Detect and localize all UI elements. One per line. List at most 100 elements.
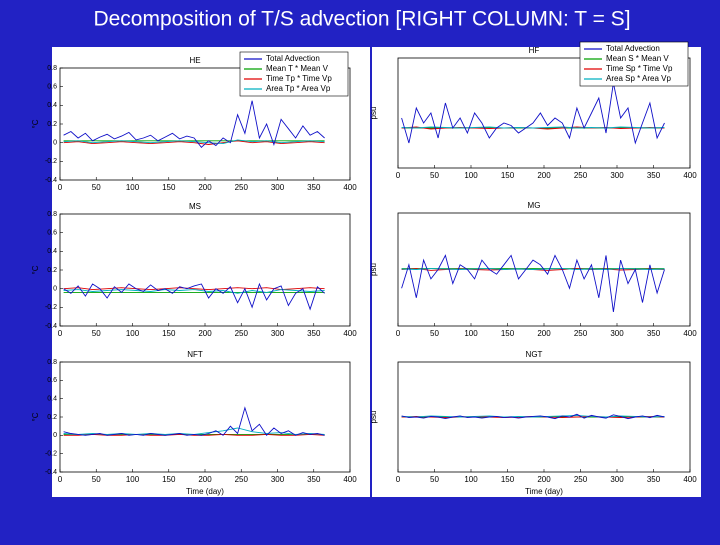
x-tick-label: 0 — [396, 329, 401, 338]
y-tick-label: -0.4 — [45, 323, 57, 330]
series-line — [63, 289, 325, 294]
x-tick-label: 350 — [647, 171, 661, 180]
legend-label: Area Tp * Area Vp — [266, 84, 331, 93]
x-tick-label: 200 — [198, 329, 212, 338]
x-tick-label: 300 — [610, 329, 624, 338]
x-tick-label: 400 — [343, 475, 357, 484]
y-tick-label: 0.4 — [47, 102, 57, 109]
x-tick-label: 300 — [610, 475, 624, 484]
y-axis-label: °C — [31, 265, 40, 274]
series-line — [401, 126, 665, 129]
x-tick-label: 200 — [537, 171, 551, 180]
x-tick-label: 150 — [162, 475, 176, 484]
y-axis-label: °C — [31, 412, 40, 421]
y-tick-label: 0.8 — [47, 359, 57, 366]
y-tick-label: -0.4 — [45, 177, 57, 184]
x-tick-label: 400 — [683, 329, 697, 338]
x-tick-label: 0 — [58, 475, 63, 484]
legend-label: Total Advection — [606, 44, 660, 53]
legend-label: Mean T * Mean V — [266, 64, 329, 73]
chart-title: MS — [189, 202, 201, 211]
x-tick-label: 350 — [307, 329, 321, 338]
y-tick-label: 0.6 — [47, 84, 57, 91]
x-tick-label: 300 — [271, 183, 285, 192]
x-tick-label: 100 — [464, 171, 478, 180]
x-tick-label: 250 — [235, 183, 249, 192]
x-tick-label: 50 — [430, 475, 439, 484]
x-tick-label: 400 — [343, 183, 357, 192]
y-axis-label: °C — [31, 119, 40, 128]
x-tick-label: 200 — [537, 329, 551, 338]
series-line — [401, 413, 665, 420]
x-tick-label: 0 — [396, 171, 401, 180]
x-tick-label: 400 — [683, 475, 697, 484]
y-tick-label: -0.4 — [45, 469, 57, 476]
legend-label: Time Sp * Time Vp — [606, 64, 673, 73]
x-tick-label: 250 — [235, 329, 249, 338]
y-tick-label: 0 — [53, 432, 57, 439]
series-line — [401, 254, 665, 312]
x-tick-label: 350 — [307, 475, 321, 484]
x-tick-label: 50 — [92, 475, 101, 484]
x-tick-label: 50 — [92, 183, 101, 192]
chart-title: NGT — [526, 350, 543, 359]
y-tick-label: 0.6 — [47, 230, 57, 237]
series-line — [63, 139, 325, 145]
x-tick-label: 400 — [683, 171, 697, 180]
legend-label: Total Advection — [266, 54, 320, 63]
y-tick-label: 0 — [53, 286, 57, 293]
x-tick-label: 200 — [198, 475, 212, 484]
series-line — [401, 268, 665, 270]
x-tick-label: 150 — [501, 329, 515, 338]
series-line — [401, 82, 665, 145]
y-tick-label: -0.2 — [45, 304, 57, 311]
x-tick-label: 100 — [126, 183, 140, 192]
x-tick-label: 50 — [92, 329, 101, 338]
y-tick-label: 0.8 — [47, 211, 57, 218]
chart-title: NFT — [187, 350, 203, 359]
x-tick-label: 400 — [343, 329, 357, 338]
y-tick-label: 0 — [53, 140, 57, 147]
x-axis-label: Time (day) — [186, 487, 224, 496]
right-panel — [372, 47, 701, 497]
y-axis-label: psu — [369, 411, 378, 424]
x-tick-label: 0 — [58, 183, 63, 192]
x-axis-label: Time (day) — [525, 487, 563, 496]
series-line — [401, 414, 665, 418]
y-tick-label: -0.2 — [45, 158, 57, 165]
series-line — [63, 282, 325, 311]
x-tick-label: 200 — [537, 475, 551, 484]
x-tick-label: 150 — [501, 475, 515, 484]
x-tick-label: 150 — [162, 183, 176, 192]
legend-label: Area Sp * Area Vp — [606, 74, 671, 83]
x-tick-label: 250 — [574, 329, 588, 338]
y-tick-label: 0.2 — [47, 267, 57, 274]
x-tick-label: 350 — [307, 183, 321, 192]
chart-title: HF — [529, 46, 540, 55]
x-tick-label: 250 — [574, 475, 588, 484]
legend-label: Mean S * Mean V — [606, 54, 669, 63]
x-tick-label: 250 — [235, 475, 249, 484]
x-tick-label: 100 — [464, 329, 478, 338]
y-tick-label: -0.2 — [45, 451, 57, 458]
x-tick-label: 300 — [610, 171, 624, 180]
x-tick-label: 300 — [271, 475, 285, 484]
y-tick-label: 0.8 — [47, 65, 57, 72]
x-tick-label: 150 — [162, 329, 176, 338]
series-line — [63, 406, 325, 437]
x-tick-label: 150 — [501, 171, 515, 180]
y-tick-label: 0.4 — [47, 248, 57, 255]
x-tick-label: 0 — [396, 475, 401, 484]
y-axis-label: psu — [369, 263, 378, 276]
x-tick-label: 100 — [126, 329, 140, 338]
y-tick-label: 0.6 — [47, 377, 57, 384]
y-tick-label: 0.2 — [47, 414, 57, 421]
slide-title: Decomposition of T/S advection [RIGHT CO… — [93, 8, 630, 31]
x-tick-label: 350 — [647, 475, 661, 484]
chart-title: HE — [189, 56, 200, 65]
x-tick-label: 100 — [126, 475, 140, 484]
x-tick-label: 100 — [464, 475, 478, 484]
chart-title: MG — [528, 201, 541, 210]
x-tick-label: 0 — [58, 329, 63, 338]
